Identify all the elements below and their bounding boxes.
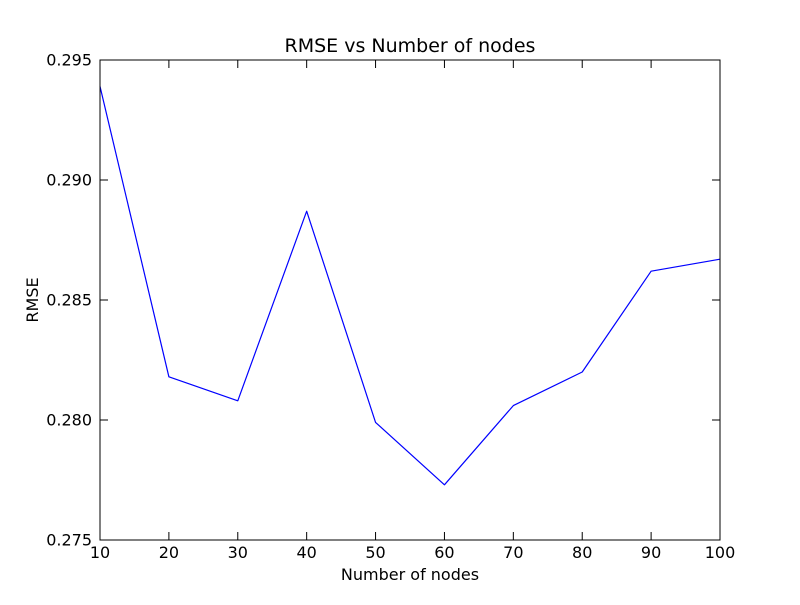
plot-area xyxy=(100,60,720,540)
series-layer xyxy=(99,86,721,486)
x-tick-label: 50 xyxy=(365,543,385,562)
y-tick-label: 0.275 xyxy=(46,531,92,550)
x-tick-label: 100 xyxy=(705,543,736,562)
x-tick-label: 20 xyxy=(159,543,179,562)
x-tick-label: 40 xyxy=(296,543,316,562)
x-tick-label: 90 xyxy=(641,543,661,562)
plot-frame xyxy=(99,59,721,541)
tick-layer: 10 20 30 40 50 60 70 80 90 100 0.275 0.280 0.285 0.29… xyxy=(46,51,735,563)
y-tick-label: 0.285 xyxy=(46,291,92,310)
y-tick-label: 0.280 xyxy=(46,411,92,430)
y-tick-label: 0.295 xyxy=(46,51,92,70)
chart-title: RMSE vs Number of nodes xyxy=(285,35,536,57)
x-tick-label: 80 xyxy=(572,543,592,562)
x-tick-label: 30 xyxy=(228,543,248,562)
x-tick-label: 70 xyxy=(503,543,523,562)
x-tick-label: 60 xyxy=(434,543,454,562)
x-tick-label: 10 xyxy=(90,543,110,562)
x-axis-label: Number of nodes xyxy=(341,565,479,584)
series-line xyxy=(99,86,721,486)
y-axis-label: RMSE xyxy=(23,277,42,322)
y-tick-label: 0.290 xyxy=(46,171,92,190)
